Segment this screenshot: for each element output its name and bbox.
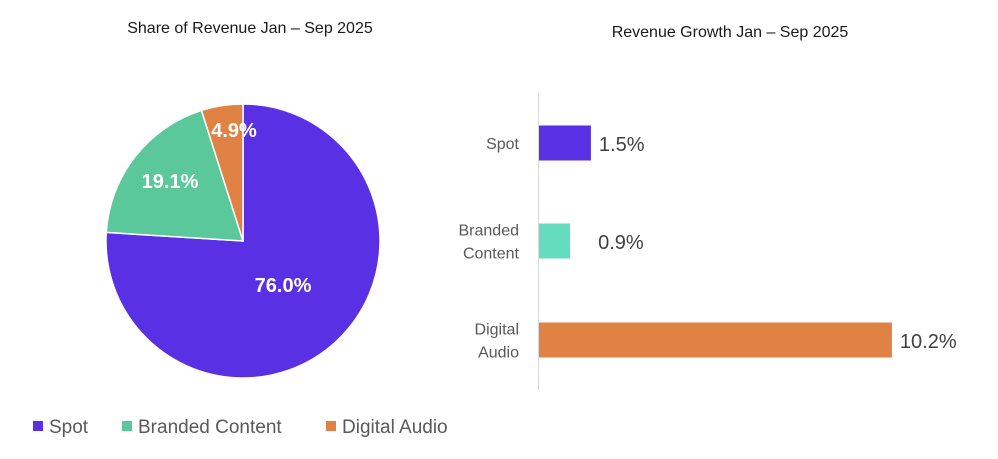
bar [539,125,591,161]
pie-slice-spot [105,103,381,379]
legend: Spot Branded Content Digital Audio [33,417,448,438]
bar-title: Revenue Growth Jan – Sep 2025 [612,24,849,41]
pie-title: Share of Revenue Jan – Sep 2025 [127,20,373,37]
pie-data-label: 19.1% [142,171,199,193]
pie-data-label: 4.9% [211,120,257,142]
legend-swatch [326,421,336,431]
category-label: Digital [475,322,519,339]
bar-data-label: 1.5% [599,134,645,156]
pie-chart: 76.0% 19.1% 4.9% [105,103,381,379]
legend-swatch [122,421,132,431]
bar [539,223,571,259]
bar-chart: 1.5% Spot 0.9% Branded Content 10.2% Digital Au… [459,93,957,390]
category-label: Content [463,246,520,263]
legend-label: Spot [49,417,89,438]
category-label: Spot [486,136,519,153]
category-label: Audio [478,345,519,362]
pie-data-label: 76.0% [255,275,312,297]
pie-slice-digital-audio [200,103,244,242]
pie-slice-branded-content [105,109,245,242]
bar-data-label: 0.9% [598,232,644,254]
category-label: Branded [459,223,520,240]
bar-data-label: 10.2% [900,331,957,353]
legend-label: Digital Audio [342,417,448,438]
legend-swatch [33,421,43,431]
bar [539,322,892,358]
legend-label: Branded Content [138,417,282,438]
